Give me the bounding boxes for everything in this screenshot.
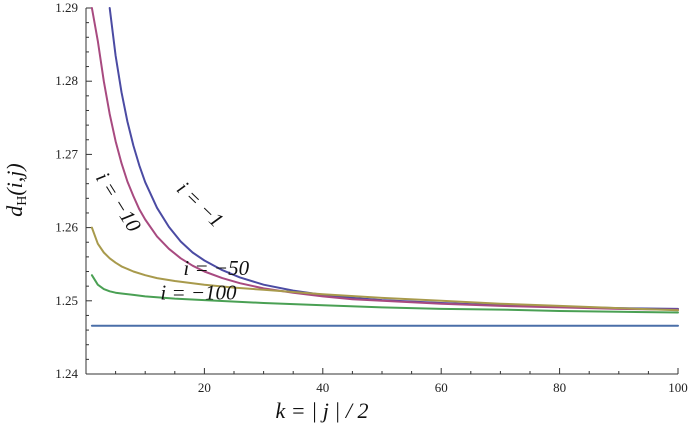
x-axis-label: k = | j | / 2 <box>276 398 369 423</box>
series-i-minus-10 <box>90 7 679 311</box>
x-tick-label: 40 <box>316 380 329 395</box>
y-tick-label: 1.28 <box>55 73 78 88</box>
x-tick-label: 60 <box>435 380 448 395</box>
y-axis-label: dH(i,j) <box>2 163 30 217</box>
x-tick-label: 100 <box>668 380 688 395</box>
y-axis-label-sub: H <box>15 196 30 206</box>
y-tick-label: 1.26 <box>55 220 78 235</box>
y-tick-label: 1.29 <box>55 0 78 15</box>
annotation-label: i = −100 <box>160 280 237 304</box>
y-tick-label: 1.27 <box>55 146 78 161</box>
y-axis-label-main: d <box>2 205 27 217</box>
annotation-label: i = −1 <box>172 176 228 232</box>
annotation-label: i = −10 <box>91 168 146 237</box>
annotation-label: i = −50 <box>183 256 249 280</box>
y-ticks: 1.24 1.25 1.26 1.27 1.28 1.29 <box>55 0 92 381</box>
y-axis-label-rest: (i,j) <box>2 163 27 195</box>
x-ticks: 20 40 60 80 100 <box>115 368 688 395</box>
y-tick-label: 1.25 <box>55 293 78 308</box>
series-layer <box>90 7 679 327</box>
x-tick-label: 80 <box>553 380 566 395</box>
series-i-minus-50 <box>90 226 679 312</box>
series-i-minus-100 <box>90 274 679 314</box>
annotation-layer: i = −1 i = −10 i = −50i = −100 <box>91 168 250 305</box>
x-tick-label: 20 <box>198 380 211 395</box>
y-tick-label: 1.24 <box>55 366 78 381</box>
